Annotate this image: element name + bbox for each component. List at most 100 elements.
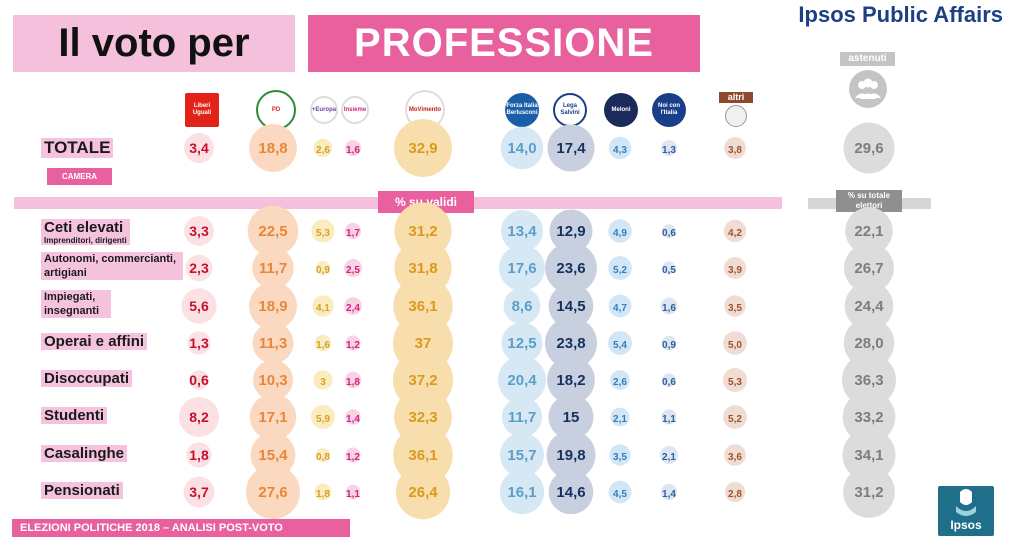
bubble-astenuti xyxy=(844,281,894,331)
bubble-fdi xyxy=(608,256,632,280)
astenuti-header: astenuti xyxy=(840,52,895,110)
value-label-insieme: 1,8 xyxy=(346,377,360,388)
value-label-fdi: 3,5 xyxy=(613,452,627,463)
ipsos-figure-icon xyxy=(956,489,976,516)
value-label-pd: 22,5 xyxy=(258,223,287,240)
bubble-europa xyxy=(314,334,332,352)
bubble-lega xyxy=(546,430,596,480)
value-label-astenuti: 22,1 xyxy=(854,223,883,240)
value-label-insieme: 1,2 xyxy=(346,340,360,351)
bubble-insieme xyxy=(345,484,361,500)
value-label-lega: 23,6 xyxy=(556,260,585,277)
value-label-europa: 5,3 xyxy=(316,228,330,239)
value-label-lega: 18,2 xyxy=(556,372,585,389)
bubble-europa xyxy=(315,260,331,276)
value-label-fi: 11,7 xyxy=(508,409,536,426)
ipsos-logo: Ipsos xyxy=(938,486,994,536)
value-label-europa: 5,9 xyxy=(316,414,330,425)
bubble-fi xyxy=(501,322,543,364)
value-label-astenuti: 28,0 xyxy=(854,335,883,352)
bubble-fi xyxy=(499,469,545,515)
value-label-m5s: 37,2 xyxy=(408,372,437,389)
bubble-europa xyxy=(313,370,333,390)
value-label-fi: 14,0 xyxy=(507,140,536,157)
value-label-pd: 27,6 xyxy=(258,484,287,501)
value-label-altri: 4,2 xyxy=(728,228,742,239)
su-totale-label: % su totale elettori xyxy=(836,190,902,212)
value-label-m5s: 36,1 xyxy=(408,298,437,315)
value-label-m5s: 36,1 xyxy=(408,447,437,464)
value-label-insieme: 2,5 xyxy=(346,265,360,276)
value-label-nci: 0,5 xyxy=(662,265,676,276)
value-label-europa: 2,6 xyxy=(316,145,330,156)
value-label-leu: 8,2 xyxy=(189,409,209,425)
value-label-fi: 16,1 xyxy=(507,484,536,501)
bubble-fdi xyxy=(610,370,630,390)
value-label-fi: 8,6 xyxy=(512,298,533,315)
value-label-m5s: 31,8 xyxy=(408,260,437,277)
bubble-altri xyxy=(724,481,746,503)
title-part-2: PROFESSIONE xyxy=(308,15,700,72)
bubble-fdi xyxy=(608,136,632,160)
bubble-fi xyxy=(500,126,544,170)
bubble-astenuti xyxy=(842,353,896,407)
value-label-insieme: 1,1 xyxy=(346,489,360,500)
bubble-leu xyxy=(179,397,219,437)
value-label-astenuti: 33,2 xyxy=(854,409,883,426)
value-label-nci: 1,3 xyxy=(662,145,676,156)
bubble-lega xyxy=(547,356,595,404)
bubble-altri xyxy=(724,257,746,279)
value-label-pd: 10,3 xyxy=(258,372,287,389)
bubble-fi xyxy=(498,356,546,404)
value-label-altri: 3,8 xyxy=(728,145,742,156)
bubble-altri xyxy=(723,331,747,355)
astenuti-label: astenuti xyxy=(840,52,895,66)
bubble-fdi xyxy=(608,294,632,318)
bubble-fdi xyxy=(609,444,631,466)
bubble-fdi xyxy=(608,219,632,243)
bubble-lega xyxy=(548,469,594,515)
value-label-altri: 5,0 xyxy=(728,340,742,351)
bubble-astenuti xyxy=(843,122,895,174)
bubble-fdi xyxy=(608,331,632,355)
value-label-altri: 5,3 xyxy=(728,377,742,388)
bubble-pd xyxy=(252,247,294,289)
bubble-leu xyxy=(184,133,214,163)
bubble-europa xyxy=(311,219,335,243)
value-label-insieme: 1,2 xyxy=(346,452,360,463)
value-label-leu: 3,7 xyxy=(189,484,209,500)
value-label-pd: 18,8 xyxy=(258,140,287,157)
row-label: Impiegati, insegnanti xyxy=(41,290,111,318)
value-label-fdi: 5,2 xyxy=(613,265,627,276)
bubble-europa xyxy=(313,138,333,158)
value-label-lega: 19,8 xyxy=(556,447,585,464)
bubble-pd xyxy=(253,360,293,400)
bubble-altri xyxy=(724,444,746,466)
bubble-lega xyxy=(545,242,597,294)
bubble-europa xyxy=(312,295,334,317)
logo-altri: altri xyxy=(719,92,753,128)
value-label-altri: 5,2 xyxy=(728,414,742,425)
row-label: Ceti elevati Imprenditori, dirigenti xyxy=(41,219,130,245)
bubble-leu xyxy=(189,370,209,390)
value-label-pd: 18,9 xyxy=(258,298,287,315)
bubble-fdi xyxy=(610,407,630,427)
value-label-fdi: 5,4 xyxy=(613,340,627,351)
logo-nci: Noi con l'Italia xyxy=(652,93,686,127)
value-label-leu: 5,6 xyxy=(189,298,209,314)
bubble-altri xyxy=(723,368,747,392)
bubble-m5s xyxy=(395,464,451,520)
value-label-leu: 1,3 xyxy=(189,335,209,351)
value-label-pd: 15,4 xyxy=(258,447,288,464)
value-label-nci: 0,6 xyxy=(662,228,676,239)
value-label-lega: 23,8 xyxy=(556,335,585,352)
altri-label: altri xyxy=(719,92,753,103)
value-label-astenuti: 24,4 xyxy=(854,298,884,315)
bubble-astenuti xyxy=(842,428,896,482)
bubble-leu xyxy=(184,216,214,246)
bubble-fi xyxy=(499,245,545,291)
logo-fdi: Meloni xyxy=(604,93,638,127)
bubble-nci xyxy=(660,297,678,315)
value-label-nci: 1,4 xyxy=(662,489,676,500)
value-label-altri: 3,9 xyxy=(728,265,742,276)
